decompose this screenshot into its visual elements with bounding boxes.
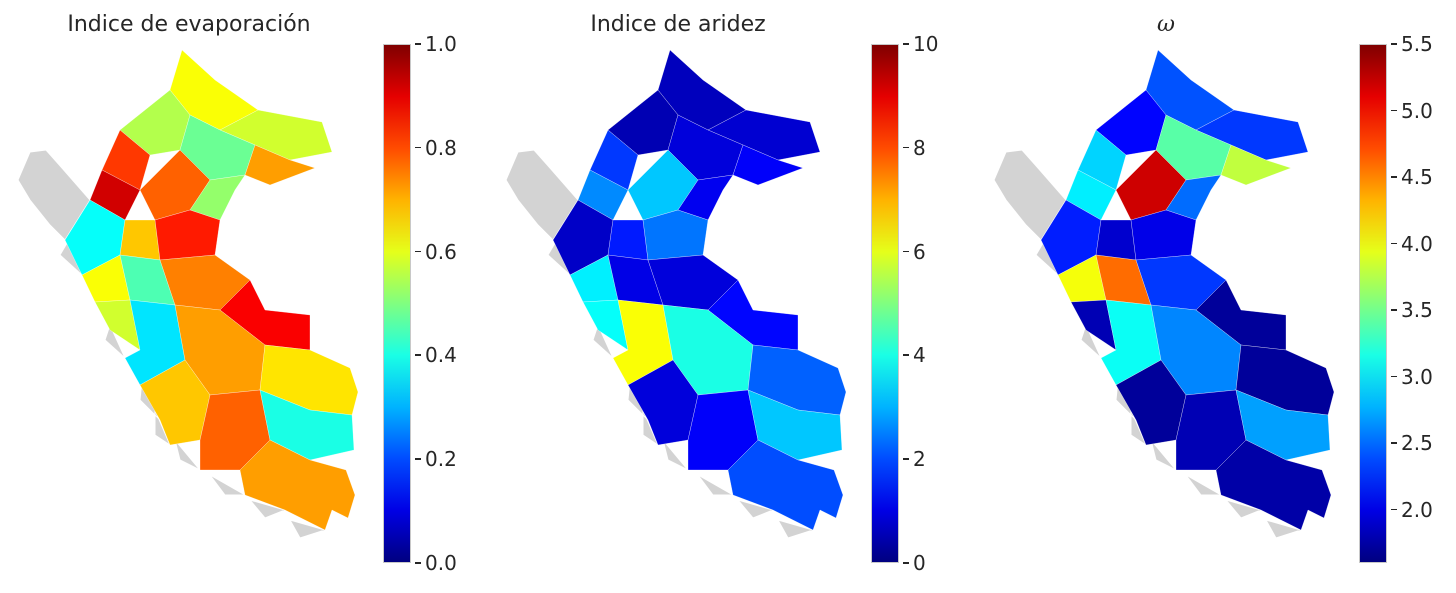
colorbar	[871, 44, 899, 563]
basin-region	[239, 439, 356, 531]
colorbar-tick-label: 8	[903, 135, 926, 160]
panel-evaporation: Indice de evaporación 0.0 0.2 0.4 0.6 0.8 1.0	[0, 0, 480, 593]
colorbar-tick-label: 0	[903, 551, 926, 575]
colorbar-tick-label: 0.8	[415, 135, 457, 160]
colorbar-tick-label: 2.0	[1391, 497, 1433, 522]
basin-region	[1165, 174, 1222, 221]
colorbar-tick-label: 2	[903, 447, 926, 472]
coastal-region	[17, 149, 327, 539]
basin-region	[244, 144, 316, 186]
chart-title: Indice de evaporación	[67, 12, 311, 37]
basin-region	[1095, 219, 1137, 261]
basin-region	[1215, 439, 1332, 531]
basin-region	[727, 439, 844, 531]
basin-region	[119, 219, 161, 261]
colorbar-tick-label: 5.0	[1391, 98, 1433, 123]
colorbar-tick-label: 3.0	[1391, 364, 1433, 389]
colorbar-tick-label: 1.0	[415, 32, 457, 56]
map-aridity	[505, 49, 847, 539]
colorbar	[383, 44, 411, 563]
basin-region	[677, 174, 734, 221]
panel-aridity: Indice de aridez 0 2 4 6 8 10	[488, 0, 968, 593]
basin-region	[607, 219, 649, 261]
basin-region	[154, 209, 221, 261]
panel-omega: ω 2.0 2.5 3.0 3.5 4.0 4.5 5.0 5.5	[976, 0, 1456, 593]
colorbar-tick-label: 4.5	[1391, 165, 1433, 190]
coastal-region	[505, 149, 815, 539]
basin-region	[732, 144, 804, 186]
coastal-region	[993, 149, 1303, 539]
basin-region	[642, 209, 709, 261]
chart-title: ω	[1157, 12, 1175, 37]
colorbar-tick-label: 3.5	[1391, 298, 1433, 323]
colorbar-tick-label: 2.5	[1391, 431, 1433, 456]
colorbar	[1359, 44, 1387, 563]
basin-region	[189, 174, 246, 221]
colorbar-tick-label: 4.0	[1391, 231, 1433, 256]
map-evaporation	[17, 49, 359, 539]
colorbar-tick-label: 6	[903, 239, 926, 264]
colorbar-tick-label: 5.5	[1391, 32, 1433, 56]
colorbar-tick-label: 0.4	[415, 343, 457, 368]
colorbar-tick-label: 0.0	[415, 551, 457, 575]
basin-region	[1220, 144, 1292, 186]
colorbar-tick-label: 0.6	[415, 239, 457, 264]
colorbar-tick-label: 0.2	[415, 447, 457, 472]
basin-region	[1130, 209, 1197, 261]
colorbar-tick-label: 10	[902, 32, 939, 56]
colorbar-tick-label: 4	[903, 343, 926, 368]
chart-title: Indice de aridez	[590, 12, 766, 37]
map-omega	[993, 49, 1335, 539]
